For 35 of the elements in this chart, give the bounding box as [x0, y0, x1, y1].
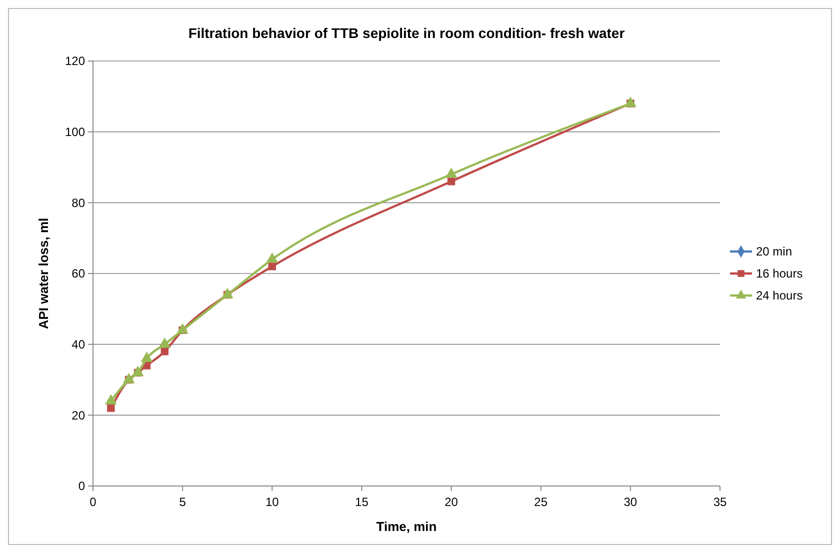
point — [266, 252, 278, 263]
point — [123, 373, 134, 384]
legend-label: 20 min — [756, 244, 792, 259]
y-axis-title: API water loss, ml — [36, 218, 51, 330]
legend-label: 16 hours — [756, 266, 803, 281]
x-axis-title: Time, min — [376, 519, 437, 534]
x-tick-label: 35 — [713, 495, 727, 509]
x-tick-label: 25 — [534, 495, 548, 509]
x-tick-label: 15 — [355, 495, 369, 509]
point — [222, 288, 233, 298]
point — [176, 324, 188, 334]
point — [105, 394, 117, 404]
chart-title: Filtration behavior of TTB sepiolite in room condition- fresh water — [188, 25, 626, 41]
legend-label: 24 hours — [756, 288, 803, 303]
point — [447, 178, 456, 186]
point — [107, 404, 115, 412]
point — [268, 262, 276, 270]
y-tick-label: 120 — [64, 54, 86, 68]
point — [446, 168, 457, 178]
y-tick-label: 40 — [72, 338, 86, 352]
point — [624, 97, 636, 107]
y-tick-label: 100 — [64, 125, 86, 140]
point — [159, 338, 170, 348]
point — [141, 352, 152, 362]
y-tick-label: 80 — [72, 196, 86, 210]
y-tick-label: 60 — [72, 266, 86, 281]
point — [160, 348, 169, 356]
x-tick-label: 30 — [624, 495, 638, 509]
y-tick-label: 0 — [78, 479, 86, 494]
point — [132, 366, 144, 376]
x-tick-label: 5 — [179, 495, 186, 509]
x-tick-label: 10 — [265, 495, 280, 509]
x-tick-label: 20 — [444, 495, 458, 509]
x-tick-label: 0 — [90, 495, 97, 509]
y-tick-label: 20 — [72, 408, 86, 422]
